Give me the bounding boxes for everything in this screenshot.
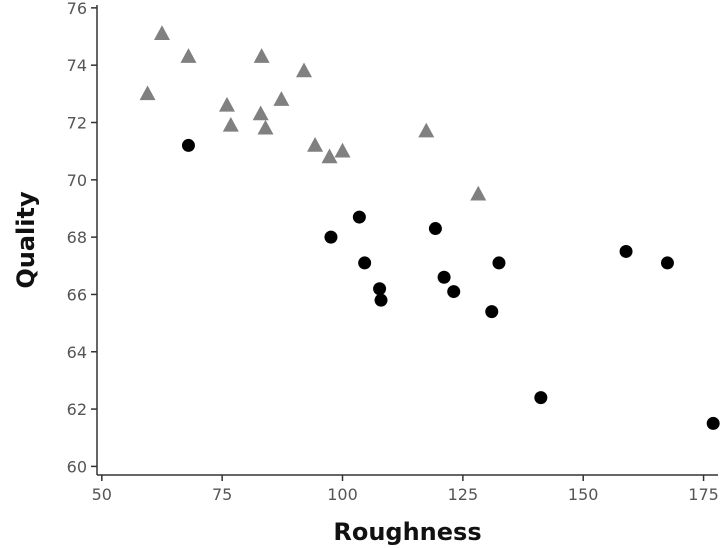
triangle-point bbox=[296, 62, 312, 78]
circle-point bbox=[437, 270, 451, 284]
y-axis: 60 62 64 66 68 70 72 74 76 bbox=[67, 0, 98, 476]
y-tick-label: 62 bbox=[67, 400, 87, 419]
triangle-point bbox=[222, 116, 239, 132]
triangle-point bbox=[470, 185, 487, 201]
triangle-point bbox=[418, 122, 435, 138]
circle-point bbox=[374, 293, 388, 307]
triangle-point bbox=[218, 96, 235, 112]
x-tick-label: 125 bbox=[448, 485, 479, 504]
circle-point bbox=[706, 416, 720, 430]
circle-point bbox=[324, 230, 338, 244]
triangle-point bbox=[334, 142, 351, 158]
circle-point bbox=[447, 285, 461, 299]
y-tick-label: 74 bbox=[67, 56, 87, 75]
circle-point bbox=[352, 210, 366, 224]
y-tick-label: 72 bbox=[67, 114, 87, 133]
y-tick-label: 64 bbox=[67, 343, 87, 362]
x-tick-label: 75 bbox=[212, 485, 232, 504]
circle-point bbox=[619, 244, 633, 258]
y-tick-label: 70 bbox=[67, 171, 87, 190]
y-tick-label: 66 bbox=[67, 285, 87, 304]
x-tick-label: 50 bbox=[92, 485, 112, 504]
y-tick-label: 60 bbox=[67, 457, 87, 476]
x-axis: 50 75 100 125 150 175 bbox=[92, 474, 719, 504]
y-tick-label: 68 bbox=[67, 228, 87, 247]
triangle-point bbox=[139, 85, 156, 101]
triangle-point bbox=[307, 137, 324, 152]
x-tick-label: 175 bbox=[688, 485, 719, 504]
circle-point bbox=[534, 391, 548, 405]
triangle-point bbox=[253, 48, 270, 63]
triangle-point bbox=[321, 148, 338, 164]
circle-point bbox=[428, 222, 442, 236]
triangle-point bbox=[257, 119, 274, 135]
triangle-point bbox=[273, 91, 290, 106]
circle-point bbox=[181, 138, 195, 152]
x-axis-title: Roughness bbox=[333, 518, 481, 546]
triangle-point bbox=[153, 25, 170, 40]
circle-point bbox=[373, 282, 387, 296]
circle-point bbox=[660, 256, 674, 270]
triangle-point bbox=[180, 48, 197, 63]
y-tick-label: 76 bbox=[67, 0, 87, 18]
x-tick-label: 150 bbox=[568, 485, 599, 504]
y-axis-title: Quality bbox=[12, 191, 40, 289]
circle-point bbox=[492, 256, 506, 270]
data-points bbox=[139, 25, 720, 430]
x-tick-label: 100 bbox=[327, 485, 358, 504]
circle-point bbox=[485, 305, 499, 319]
circle-point bbox=[358, 256, 372, 270]
triangle-point bbox=[252, 105, 269, 121]
